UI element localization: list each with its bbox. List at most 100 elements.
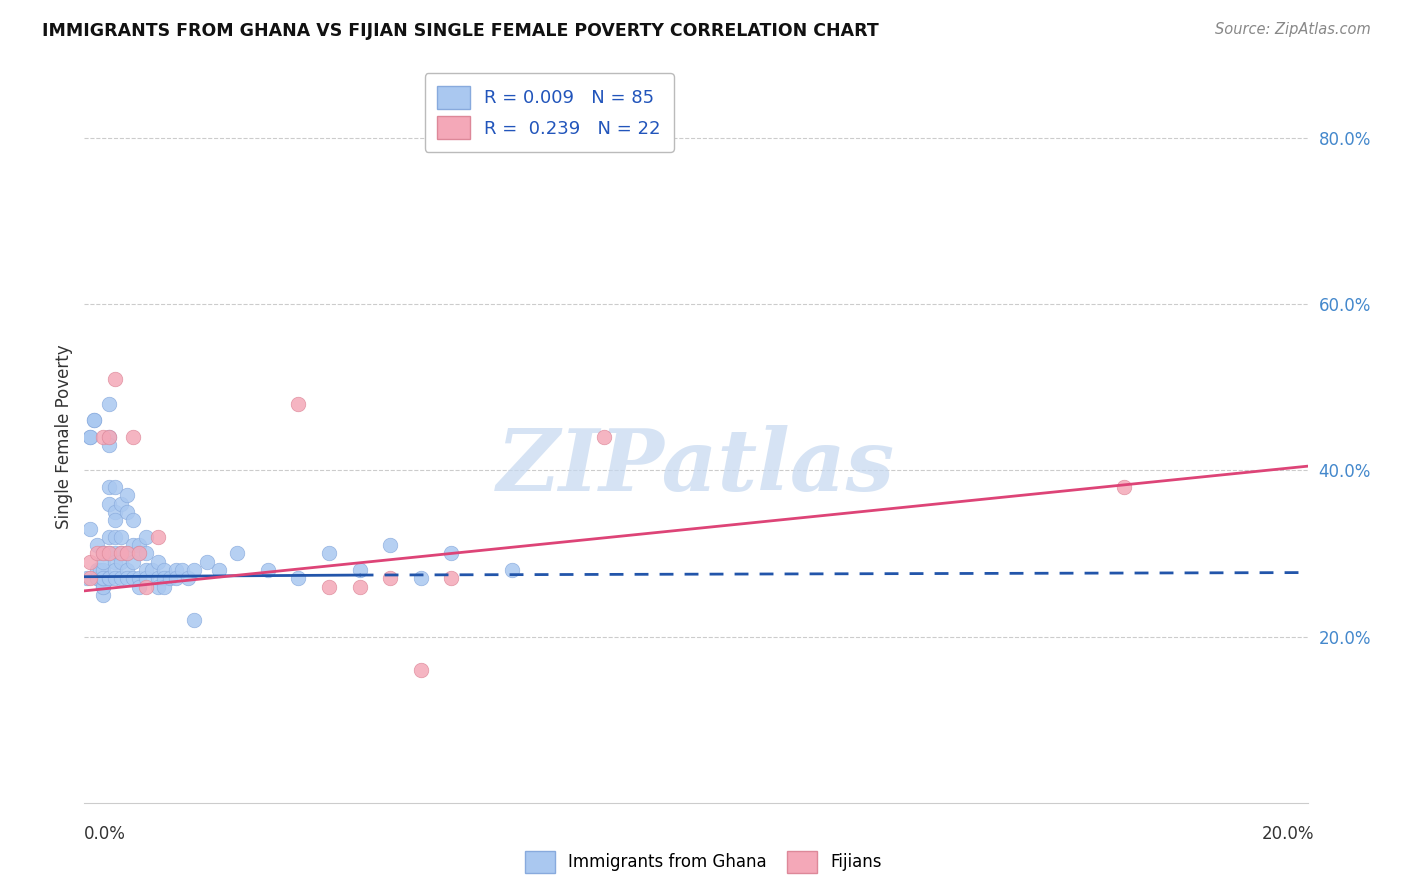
Point bbox=[115, 488, 138, 502]
Point bbox=[115, 546, 138, 560]
Point bbox=[86, 571, 108, 585]
Legend: Immigrants from Ghana, Fijians: Immigrants from Ghana, Fijians bbox=[517, 845, 889, 880]
Point bbox=[115, 505, 138, 519]
Text: 20.0%: 20.0% bbox=[1263, 825, 1315, 843]
Point bbox=[110, 546, 132, 560]
Point bbox=[195, 555, 218, 569]
Point bbox=[226, 546, 249, 560]
Point bbox=[76, 571, 98, 585]
Point bbox=[208, 563, 231, 577]
Text: IMMIGRANTS FROM GHANA VS FIJIAN SINGLE FEMALE POVERTY CORRELATION CHART: IMMIGRANTS FROM GHANA VS FIJIAN SINGLE F… bbox=[42, 22, 879, 40]
Point bbox=[183, 563, 205, 577]
Point bbox=[135, 546, 157, 560]
Point bbox=[110, 555, 132, 569]
Point bbox=[502, 563, 524, 577]
Point bbox=[104, 555, 127, 569]
Point bbox=[183, 613, 205, 627]
Point bbox=[91, 571, 114, 585]
Point bbox=[135, 571, 157, 585]
Point bbox=[1114, 480, 1136, 494]
Legend: R = 0.009   N = 85, R =  0.239   N = 22: R = 0.009 N = 85, R = 0.239 N = 22 bbox=[425, 73, 673, 152]
Point bbox=[104, 546, 127, 560]
Point bbox=[141, 563, 163, 577]
Point bbox=[146, 580, 169, 594]
Point bbox=[135, 580, 157, 594]
Point bbox=[128, 580, 150, 594]
Point bbox=[349, 563, 371, 577]
Point bbox=[91, 430, 114, 444]
Point bbox=[177, 571, 200, 585]
Point bbox=[110, 497, 132, 511]
Point bbox=[97, 571, 120, 585]
Point bbox=[115, 563, 138, 577]
Point bbox=[440, 571, 463, 585]
Point bbox=[122, 430, 145, 444]
Point bbox=[115, 571, 138, 585]
Point bbox=[440, 546, 463, 560]
Point bbox=[91, 546, 114, 560]
Point bbox=[128, 546, 150, 560]
Point bbox=[97, 571, 120, 585]
Point bbox=[153, 563, 176, 577]
Point bbox=[287, 397, 309, 411]
Point bbox=[165, 571, 187, 585]
Point bbox=[122, 555, 145, 569]
Point bbox=[91, 546, 114, 560]
Point bbox=[110, 571, 132, 585]
Point bbox=[83, 413, 105, 427]
Point bbox=[146, 530, 169, 544]
Point bbox=[79, 430, 101, 444]
Point bbox=[128, 571, 150, 585]
Point bbox=[318, 580, 340, 594]
Point bbox=[593, 430, 616, 444]
Point bbox=[91, 563, 114, 577]
Point bbox=[159, 571, 181, 585]
Point bbox=[104, 530, 127, 544]
Point bbox=[86, 546, 108, 560]
Point bbox=[83, 413, 105, 427]
Point bbox=[409, 663, 432, 677]
Point bbox=[91, 555, 114, 569]
Point bbox=[318, 546, 340, 560]
Text: 0.0%: 0.0% bbox=[84, 825, 127, 843]
Point bbox=[104, 372, 127, 386]
Point bbox=[153, 571, 176, 585]
Point bbox=[146, 571, 169, 585]
Point bbox=[79, 571, 101, 585]
Point bbox=[128, 546, 150, 560]
Point bbox=[380, 538, 402, 552]
Point bbox=[122, 538, 145, 552]
Y-axis label: Single Female Poverty: Single Female Poverty bbox=[55, 345, 73, 529]
Point bbox=[97, 546, 120, 560]
Point bbox=[287, 571, 309, 585]
Point bbox=[86, 563, 108, 577]
Point bbox=[146, 555, 169, 569]
Point bbox=[97, 430, 120, 444]
Point bbox=[86, 538, 108, 552]
Point bbox=[122, 513, 145, 527]
Point bbox=[349, 580, 371, 594]
Point bbox=[79, 430, 101, 444]
Point bbox=[122, 571, 145, 585]
Point bbox=[104, 505, 127, 519]
Point bbox=[110, 530, 132, 544]
Point bbox=[91, 571, 114, 585]
Point bbox=[79, 555, 101, 569]
Text: Source: ZipAtlas.com: Source: ZipAtlas.com bbox=[1215, 22, 1371, 37]
Point bbox=[89, 563, 111, 577]
Point bbox=[86, 571, 108, 585]
Point bbox=[97, 546, 120, 560]
Point bbox=[97, 480, 120, 494]
Point bbox=[380, 571, 402, 585]
Point bbox=[104, 571, 127, 585]
Point bbox=[91, 580, 114, 594]
Point bbox=[97, 397, 120, 411]
Point bbox=[104, 513, 127, 527]
Point bbox=[153, 580, 176, 594]
Point bbox=[79, 521, 101, 535]
Point bbox=[135, 563, 157, 577]
Text: ZIPatlas: ZIPatlas bbox=[496, 425, 896, 508]
Point bbox=[257, 563, 280, 577]
Point bbox=[165, 563, 187, 577]
Point bbox=[91, 571, 114, 585]
